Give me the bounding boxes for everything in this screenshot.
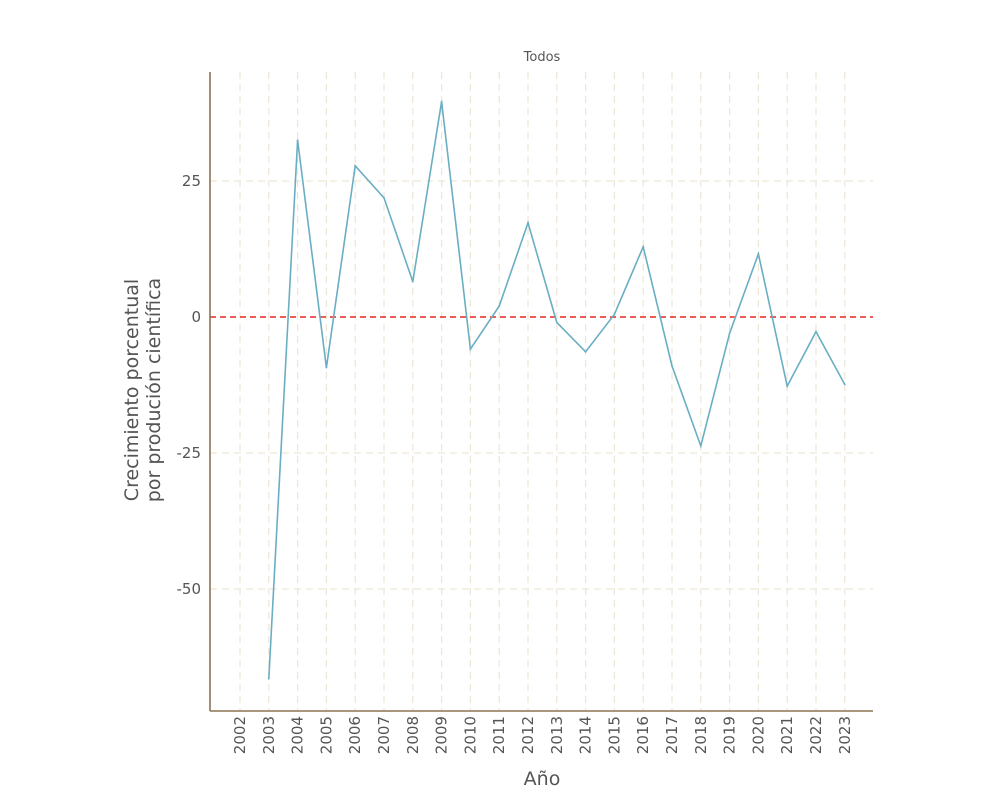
y-tick-label: -25 <box>177 444 202 462</box>
x-tick-label: 2018 <box>692 716 710 754</box>
data-point-2019 <box>728 332 731 335</box>
y-axis-title-line1: Crecimiento porcentual <box>121 279 143 501</box>
data-point-2023 <box>843 383 846 386</box>
x-tick-label: 2009 <box>433 716 451 754</box>
x-tick-label: 2019 <box>721 716 739 754</box>
data-point-2016 <box>642 245 645 248</box>
y-tick-label: -50 <box>177 580 202 598</box>
data-point-2010 <box>469 348 472 350</box>
x-tick-label: 2014 <box>577 716 595 754</box>
x-tick-label: 2007 <box>375 716 393 754</box>
x-tick-label: 2012 <box>519 716 537 754</box>
data-point-2012 <box>527 221 529 224</box>
x-tick-label: 2005 <box>317 716 335 754</box>
x-tick-label: 2015 <box>605 716 623 754</box>
data-point-2013 <box>555 321 558 324</box>
x-tick-label: 2003 <box>260 716 278 754</box>
y-tick-label: 0 <box>191 308 201 326</box>
data-point-2007 <box>383 196 385 199</box>
data-point-2021 <box>786 385 789 387</box>
data-point-2020 <box>757 252 760 255</box>
chart-title: Todos <box>523 50 561 65</box>
x-tick-label: 2021 <box>778 716 796 754</box>
data-point-2003 <box>267 677 270 680</box>
x-tick-label: 2006 <box>346 716 364 754</box>
x-tick-label: 2004 <box>289 716 307 754</box>
data-point-2018 <box>699 445 702 447</box>
x-tick-label: 2017 <box>663 716 681 754</box>
data-point-2009 <box>440 100 443 103</box>
data-point-2017 <box>671 365 673 367</box>
x-tick-label: 2020 <box>749 716 767 754</box>
axes <box>209 72 873 712</box>
data-point-2005 <box>325 366 328 369</box>
y-axis-title: Crecimiento porcentual por produción cie… <box>121 278 165 502</box>
x-tick-label: 2016 <box>634 716 652 754</box>
data-point-2022 <box>815 330 817 333</box>
x-tick-label: 2008 <box>404 716 422 754</box>
x-tick-label: 2023 <box>836 716 854 754</box>
data-point-2008 <box>411 280 414 283</box>
x-tick-label: 2002 <box>231 716 249 754</box>
data-point-2006 <box>354 164 357 167</box>
data-point-2015 <box>613 313 616 316</box>
data-point-2014 <box>584 350 587 353</box>
data-point-2004 <box>296 139 299 142</box>
data-point-2011 <box>498 305 501 308</box>
y-axis-title-line2: por produción científica <box>143 278 165 502</box>
x-tick-labels: 2002 2003 2004 2005 2006 2007 2008 2009 2010 2011… <box>231 716 854 754</box>
x-tick-label: 2013 <box>548 716 566 754</box>
x-axis-title: Año <box>524 768 561 790</box>
y-tick-label: 25 <box>182 172 201 190</box>
grid <box>210 72 873 711</box>
x-tick-label: 2011 <box>490 716 508 754</box>
x-tick-label: 2022 <box>807 716 825 754</box>
series-layer <box>267 100 846 680</box>
x-tick-label: 2010 <box>461 716 479 754</box>
y-tick-labels: 25 0 -25 -50 <box>177 172 202 598</box>
